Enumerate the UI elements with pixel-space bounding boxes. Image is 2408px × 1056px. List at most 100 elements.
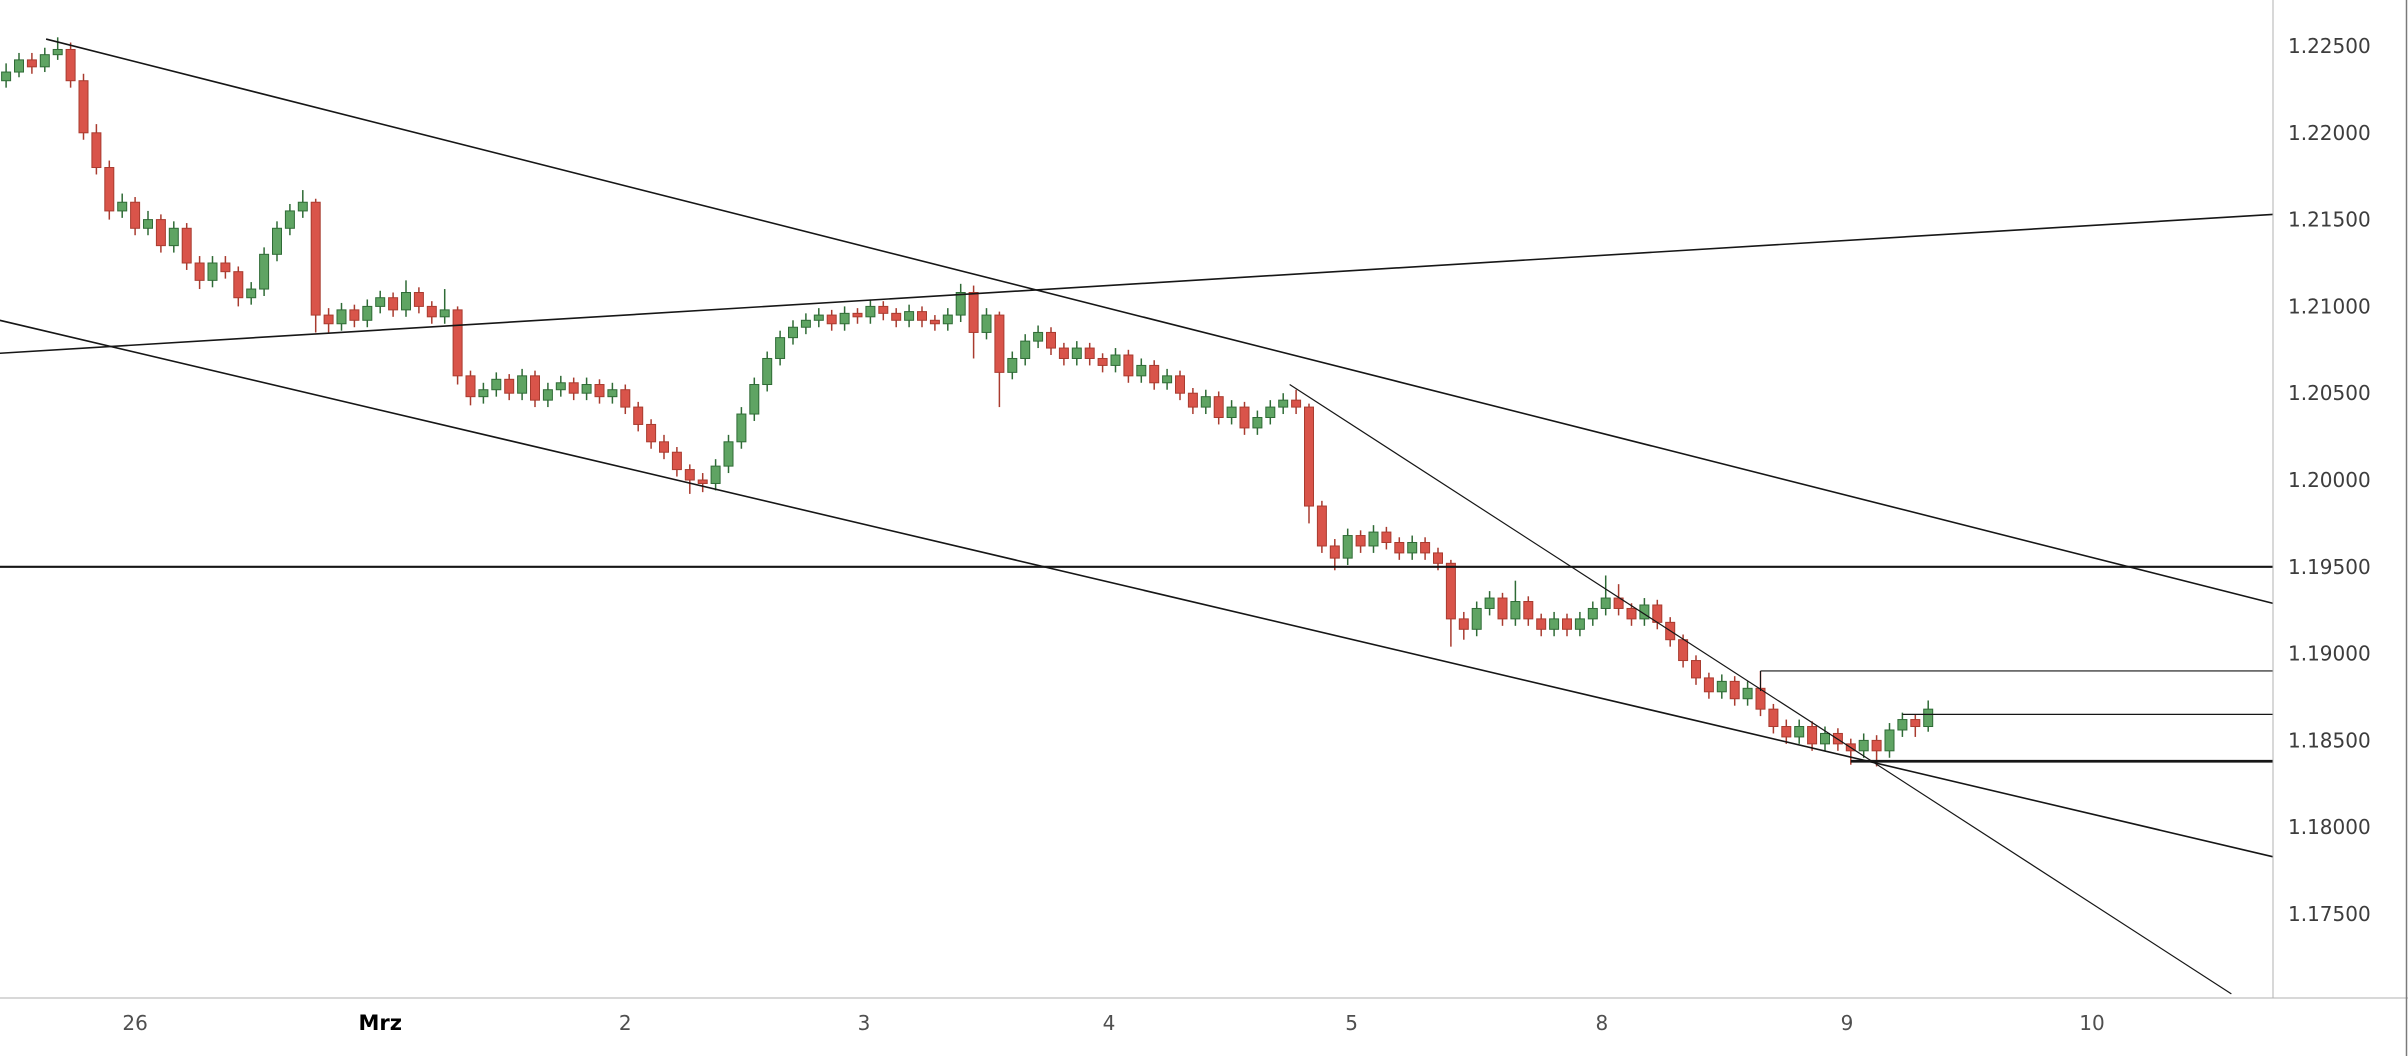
price-tick-label: 1.22500 [2288,34,2371,58]
candle-body [14,59,24,73]
candle-body [594,384,605,398]
candle-up [168,221,179,253]
candle-body [1523,601,1534,620]
candle-down [194,256,205,290]
candle-body [620,389,631,408]
candle-body [1716,680,1727,693]
candle-body [710,465,721,484]
candle-up [39,47,50,73]
candle-up [1484,591,1495,616]
price-tick-label: 1.21000 [2288,294,2371,318]
candle-up [1265,400,1276,425]
candle-up [478,382,489,404]
price-axis-scale[interactable] [2273,0,2408,998]
candle-down [220,256,231,279]
candle-down [826,309,837,331]
candle-down [181,223,192,270]
time-tick-label: 26 [122,1011,147,1035]
candle-down [917,306,927,328]
candle-down [1058,342,1069,366]
candle-body [39,54,50,68]
candle-up [1639,598,1650,626]
candle-body [1226,406,1237,419]
time-tick-label: 3 [858,1011,871,1035]
candles-layer [1,37,1934,767]
candle-down [929,315,940,331]
candle-up [1007,351,1018,380]
candle-down [671,447,682,477]
candle-body [465,375,476,398]
candle-up [1884,723,1895,758]
candle-body [1729,680,1740,700]
candle-up [800,313,811,335]
candle-body [1433,552,1443,564]
candle-body [117,201,128,212]
candle-down [130,197,141,236]
candle-up [904,304,915,328]
candle-down [1458,611,1469,640]
candle-body [878,305,889,314]
candle-body [1200,396,1211,408]
candle-down [388,292,399,317]
price-tick-label: 1.18000 [2288,815,2371,839]
trendline-lower-descending-channel[interactable] [0,319,2273,858]
candle-down [1497,592,1508,626]
candle-body [1007,357,1018,373]
candle-body [388,297,399,311]
candle-body [1703,677,1714,693]
candle-up [762,351,773,392]
candle-up [1368,525,1379,553]
candle-up [710,459,721,491]
candle-down [594,379,605,404]
candle-body [194,262,205,281]
candle-body [839,312,850,325]
candle-body [130,201,141,229]
candle-up [736,407,747,449]
candle-body [1046,331,1056,349]
candle-down [530,370,540,408]
candle-up [375,290,386,314]
candle-up [1716,674,1727,699]
candle-body [1265,406,1276,419]
trendline-ascending-trendline[interactable] [0,213,2273,355]
candle-body [775,337,786,359]
time-axis-scale[interactable] [0,998,2408,1056]
candle-body [143,219,153,229]
candle-down [646,419,657,449]
candle-body [1884,729,1895,752]
time-tick-label: 4 [1103,1011,1116,1035]
price-tick-label: 1.21500 [2288,208,2371,232]
candle-up [1342,528,1353,566]
candle-down [349,304,360,328]
candle-body [929,319,940,325]
candle-down [1536,613,1547,637]
candle-down [1703,672,1714,699]
candle-body [1355,535,1366,547]
candle-body [65,48,76,82]
candle-body [942,314,953,325]
candle-up [207,256,218,288]
candle-down [1626,603,1637,626]
candle-down [413,287,424,314]
trendline-upper-descending-channel[interactable] [45,38,2273,605]
candle-down [504,374,515,401]
candle-up [775,330,786,366]
candle-body [504,378,515,394]
candle-body [452,309,463,377]
candle-up [1923,700,1934,732]
candle-up [272,221,282,262]
candle-body [646,423,657,443]
candle-up [336,302,347,331]
candle-body [26,59,37,68]
candle-body [1781,726,1792,738]
candle-down [1729,676,1740,706]
candle-body [788,326,798,339]
candle-body [852,312,863,318]
candle-up [1858,733,1869,758]
candle-up [1600,575,1611,616]
candle-body [336,309,347,325]
candle-body [1123,354,1134,377]
candle-down [452,306,463,385]
candle-down [568,377,579,401]
